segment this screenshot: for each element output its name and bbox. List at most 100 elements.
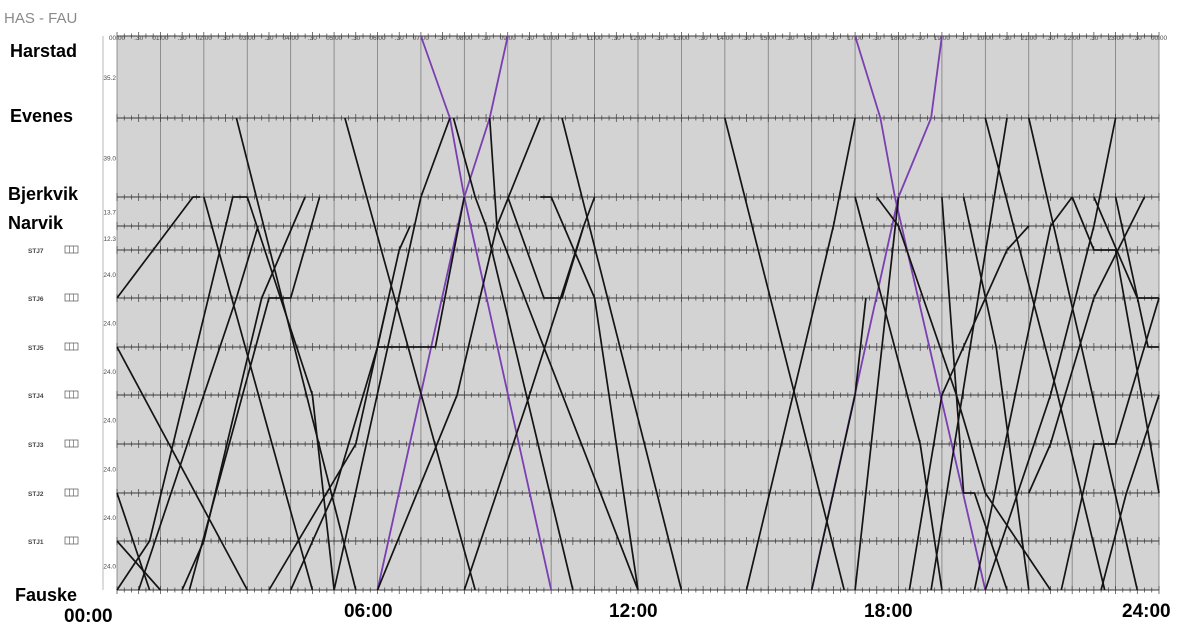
train-path [984, 117, 1106, 591]
train-path [1114, 196, 1159, 348]
train-path [116, 346, 249, 591]
train-path [561, 117, 683, 591]
track-icon [64, 536, 79, 545]
train-path [854, 196, 900, 591]
train-path [463, 225, 585, 591]
segment-distance-label: 24.0 [103, 418, 116, 425]
train-path [876, 196, 1052, 591]
train-path [984, 117, 1117, 591]
highlight-train-path [854, 35, 987, 591]
segment-distance-label: 24.0 [103, 515, 116, 522]
hour-label: 18:00 [864, 601, 913, 622]
station-label-fauske: Fauske [15, 585, 78, 605]
station-code-stj2: STJ2 [28, 491, 44, 498]
segment-distance-label: 24.0 [103, 272, 116, 279]
train-path [810, 297, 867, 591]
time-tick-label: .30 [655, 35, 664, 42]
train-path [116, 196, 248, 591]
train-path [246, 196, 335, 591]
time-tick-label: .30 [395, 35, 404, 42]
train-path [1028, 196, 1146, 494]
time-tick-label: .30 [438, 35, 447, 42]
station-ticks [116, 222, 1160, 230]
track-icon [64, 342, 79, 351]
diagram-title: HAS - FAU [4, 10, 78, 27]
train-path [116, 540, 162, 591]
train-path [506, 196, 596, 299]
train-path [202, 196, 314, 591]
time-tick-label: .30 [351, 35, 360, 42]
time-tick-label: .30 [742, 35, 751, 42]
time-tick-label: .30 [699, 35, 708, 42]
segment-distance-label: 35.2 [103, 75, 116, 82]
time-tick-label: 08.00 [456, 35, 473, 42]
station-ticks [116, 246, 1160, 254]
train-path [488, 117, 639, 591]
time-tick-label: .30 [829, 35, 838, 42]
train-path [941, 196, 1008, 591]
track-icon [64, 245, 79, 254]
time-tick-label: 16.00 [804, 35, 821, 42]
train-path [962, 196, 1030, 591]
train-path [376, 117, 542, 591]
time-tick-label: 12.00 [630, 35, 647, 42]
train-path [377, 196, 466, 348]
time-tick-label: 22.00 [1064, 35, 1081, 42]
segment-distance-label: 24.0 [103, 564, 116, 571]
time-tick-label: 21.00 [1021, 35, 1038, 42]
station-label-bjerkvik: Bjerkvik [8, 184, 79, 204]
segment-distance-label: 24.0 [103, 369, 116, 376]
time-tick-label: 13.00 [673, 35, 690, 42]
time-tick-label: .30 [221, 35, 230, 42]
train-path [908, 225, 1030, 591]
time-tick-label: 06.00 [369, 35, 386, 42]
time-tick-label: .30 [916, 35, 925, 42]
time-tick-label: 00.00 [1151, 35, 1168, 42]
time-grid [102, 36, 1160, 590]
time-tick-label: .30 [872, 35, 881, 42]
time-tick-label: .30 [959, 35, 968, 42]
train-path [344, 117, 477, 591]
segment-distance-label: 12.3 [103, 236, 116, 243]
time-tick-label: 10.00 [543, 35, 560, 42]
train-path [1027, 117, 1139, 591]
station-code-stj5: STJ5 [28, 345, 44, 352]
time-tick-label: 15.00 [760, 35, 777, 42]
train-path [137, 225, 259, 591]
time-tick-label: .30 [1003, 35, 1012, 42]
hour-label: 00:00 [64, 606, 113, 627]
station-code-stj3: STJ3 [28, 442, 44, 449]
track-icon [64, 390, 79, 399]
train-path [268, 297, 390, 591]
station-code-stj6: STJ6 [28, 296, 44, 303]
station-code-stj7: STJ7 [28, 248, 44, 255]
highlight-train-path [420, 35, 553, 591]
station-label-evenes: Evenes [10, 106, 74, 126]
train-path [854, 196, 943, 591]
train-path [333, 117, 451, 591]
time-tick-label: 14.00 [717, 35, 734, 42]
time-tick-label: 02.00 [196, 35, 213, 42]
time-tick-label: 18.00 [890, 35, 907, 42]
time-tick-label: 01.00 [152, 35, 169, 42]
station-label-harstad: Harstad [10, 41, 78, 61]
time-tick-label: 00.00 [109, 35, 126, 42]
hour-label: 12:00 [609, 601, 658, 622]
time-tick-label: 03.00 [239, 35, 256, 42]
time-tick-label: .30 [525, 35, 534, 42]
station-ticks [116, 114, 1160, 122]
time-tick-label: .30 [308, 35, 317, 42]
time-tick-label: .30 [612, 35, 621, 42]
time-tick-label: 11.00 [587, 35, 603, 42]
train-path [540, 196, 639, 591]
train-path [116, 196, 201, 299]
train-path [723, 117, 846, 591]
time-tick-label: 05.00 [326, 35, 343, 42]
station-ticks [116, 391, 1160, 399]
time-tick-label: .30 [1046, 35, 1055, 42]
station-code-stj4: STJ4 [28, 393, 44, 400]
time-tick-label: 20.00 [977, 35, 994, 42]
train-path [452, 117, 574, 591]
segment-distance-label: 24.0 [103, 467, 116, 474]
